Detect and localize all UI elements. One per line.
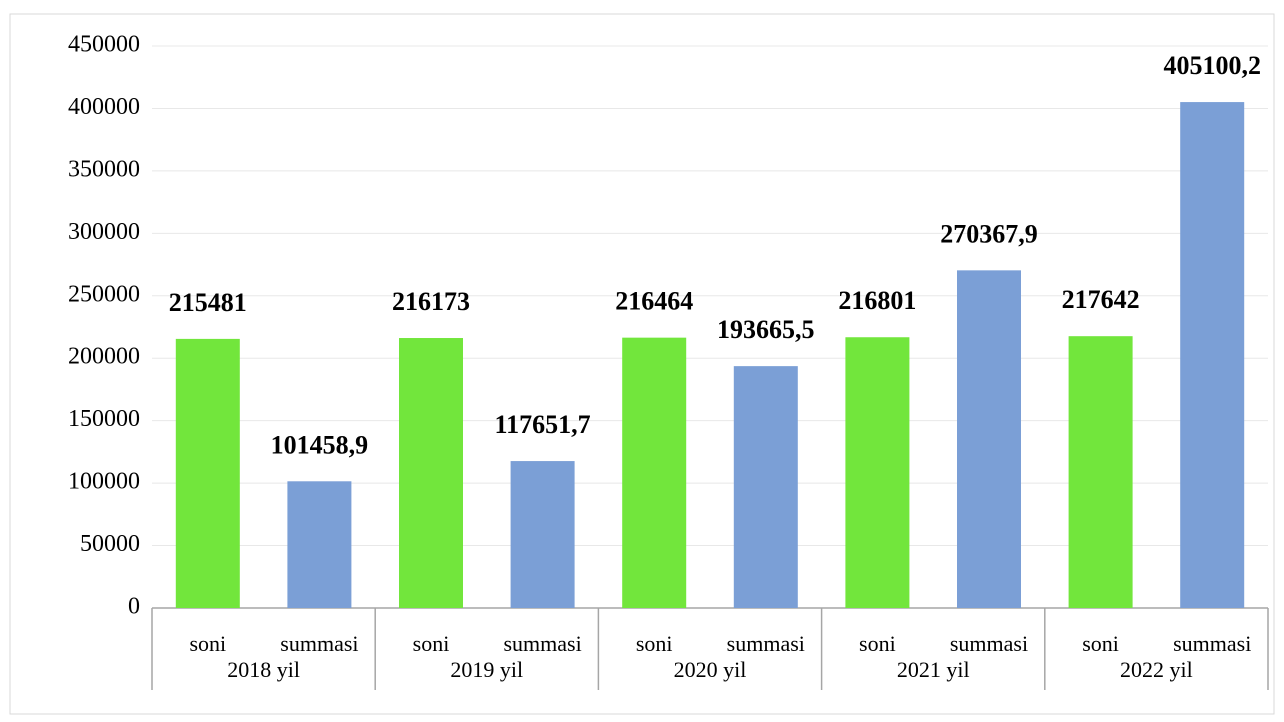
data-label: 216173 — [392, 287, 470, 316]
data-label: 217642 — [1062, 285, 1140, 314]
x-tick-label: soni — [636, 631, 673, 656]
bar — [733, 366, 798, 608]
y-tick-label: 350000 — [68, 156, 140, 182]
bar — [622, 337, 687, 608]
group-label: 2021 yil — [897, 657, 970, 682]
x-tick-label: soni — [859, 631, 896, 656]
data-label: 215481 — [169, 288, 247, 317]
x-tick-label: summasi — [280, 631, 358, 656]
group-label: 2020 yil — [674, 657, 747, 682]
y-tick-label: 300000 — [68, 219, 140, 245]
bar — [1068, 336, 1133, 608]
x-tick-label: summasi — [727, 631, 805, 656]
group-label: 2022 yil — [1120, 657, 1193, 682]
data-label: 101458,9 — [271, 430, 369, 459]
x-tick-label: soni — [1082, 631, 1119, 656]
data-label: 216801 — [838, 286, 916, 315]
bar — [957, 270, 1021, 608]
y-tick-label: 0 — [128, 594, 140, 620]
bar — [1180, 102, 1245, 608]
x-tick-label: summasi — [950, 631, 1028, 656]
y-tick-label: 450000 — [68, 32, 140, 58]
data-label: 193665,5 — [717, 315, 815, 344]
bar — [510, 461, 575, 608]
y-tick-label: 150000 — [68, 406, 140, 432]
data-label: 216464 — [615, 287, 693, 316]
data-label: 117651,7 — [495, 410, 591, 439]
bar — [845, 337, 910, 608]
data-label: 270367,9 — [940, 219, 1038, 248]
y-tick-label: 250000 — [68, 281, 140, 307]
data-label: 405100,2 — [1163, 51, 1261, 80]
bar — [175, 338, 240, 608]
group-label: 2018 yil — [227, 657, 300, 682]
y-tick-label: 50000 — [80, 531, 140, 557]
chart-frame — [9, 13, 1275, 715]
y-tick-label: 400000 — [68, 94, 140, 120]
x-tick-label: summasi — [1173, 631, 1251, 656]
group-label: 2019 yil — [450, 657, 523, 682]
y-tick-label: 200000 — [68, 344, 140, 370]
bar — [287, 481, 352, 608]
y-tick-label: 100000 — [68, 469, 140, 495]
bar — [399, 338, 463, 608]
x-tick-label: summasi — [503, 631, 581, 656]
x-tick-label: soni — [189, 631, 226, 656]
x-tick-label: soni — [413, 631, 450, 656]
